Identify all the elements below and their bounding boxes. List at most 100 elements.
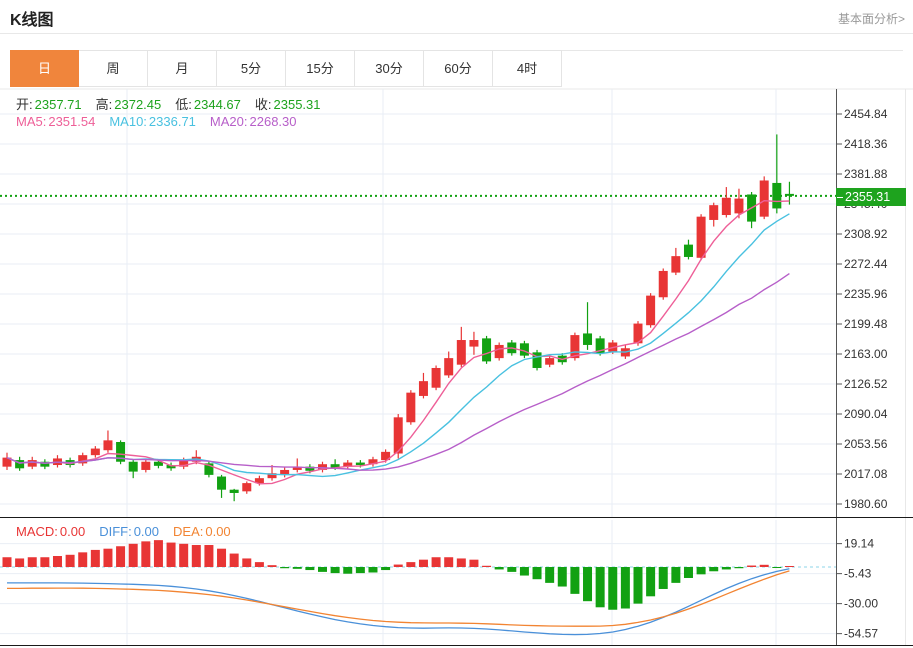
dea-line [7,570,790,627]
macd-histogram [2,540,794,610]
macd-bar [355,567,365,574]
macd-bar [784,566,794,567]
macd-bar [418,559,428,567]
macd-bar [229,553,239,567]
macd-bar [78,552,88,567]
candle-body [78,455,88,464]
candle-body [393,417,403,454]
candle-body [570,335,580,359]
macd-bar [620,567,630,609]
interval-tab-1[interactable]: 周 [79,50,148,87]
macd-bar [658,567,668,589]
fundamental-analysis-link[interactable]: 基本面分析> [837,12,905,26]
candle-body [456,340,466,365]
candle-body [204,463,214,475]
macd-bar [280,567,290,569]
candle-body [116,441,126,462]
macd-bar [267,565,277,567]
candle-body [406,392,416,423]
macd-bar [671,567,681,583]
candle-body [292,466,302,470]
interval-tab-3[interactable]: 5分 [217,50,286,87]
interval-tab-2[interactable]: 月 [148,50,217,87]
header-divider [0,33,913,34]
macd-bar [431,557,441,567]
macd-bar [116,546,126,567]
candle-body [583,333,593,345]
interval-tab-0[interactable]: 日 [10,50,79,87]
candle-body [330,464,340,468]
macd-bar [696,567,706,575]
price-axis-label: 2381.88 [844,167,888,181]
candle-body [128,461,138,472]
candle-body [305,466,315,471]
candles-layer [2,134,794,502]
interval-tab-7[interactable]: 4时 [493,50,562,87]
candle-body [166,465,176,469]
macd-bar [507,567,517,572]
macd-bar [52,556,62,567]
candle-body [759,180,769,217]
macd-bar [217,548,227,567]
candle-body [368,459,378,465]
interval-tab-6[interactable]: 60分 [424,50,493,87]
macd-bar [570,567,580,594]
candle-body [709,205,719,220]
candle-body [683,244,693,257]
macd-bar [27,557,37,567]
candle-body [658,270,668,298]
candle-body [2,457,12,467]
macd-bar [519,567,529,576]
macd-bar [343,567,353,574]
page-title: K线图 [10,12,54,29]
macd-bar [608,567,618,610]
price-axis-label: 2090.04 [844,407,888,421]
candle-body [179,460,189,467]
macd-bar [381,567,391,571]
macd-bar [2,557,12,567]
macd-bar [747,565,757,567]
candlestick-macd-chart[interactable]: 2454.842418.362381.882345.402308.922272.… [0,88,913,648]
price-axis-label: 2418.36 [844,137,888,151]
axis-labels: 2454.842418.362381.882345.402308.922272.… [836,107,888,641]
candle-body [519,343,529,356]
interval-tab-5[interactable]: 30分 [355,50,424,87]
candle-body [671,256,681,273]
macd-bar [40,557,50,567]
macd-bar [330,567,340,574]
macd-bar [406,562,416,567]
macd-bar [482,565,492,567]
macd-bar [595,567,605,608]
macd-bar [532,567,542,580]
macd-bar [318,567,327,572]
candle-body [90,448,100,456]
price-axis-label: 2017.08 [844,467,888,481]
macd-bar [179,543,189,567]
macd-bar [646,567,656,597]
macd-bar [494,567,504,570]
macd-bar [191,545,201,567]
macd-bar [204,545,214,567]
candle-body [418,381,428,396]
macd-bar [166,542,176,567]
candle-body [469,340,479,347]
macd-bar [242,558,252,567]
macd-bar [305,567,315,571]
price-axis-label: 2163.00 [844,347,888,361]
candle-body [721,197,731,216]
candle-body [784,193,794,196]
candle-body [343,462,353,467]
price-axis-label: 2053.56 [844,437,888,451]
macd-bar [469,559,479,567]
macd-axis-label: -54.57 [844,627,878,641]
ma-line-ma5 [6,199,790,485]
macd-bar [15,558,25,567]
macd-axis-label: -30.00 [844,597,878,611]
candle-body [153,461,163,466]
price-axis-label: 2235.96 [844,287,888,301]
macd-bar [128,543,138,567]
tabbar-topline [560,50,903,51]
macd-bar [721,567,731,570]
macd-bar [772,567,782,568]
interval-tab-4[interactable]: 15分 [286,50,355,87]
